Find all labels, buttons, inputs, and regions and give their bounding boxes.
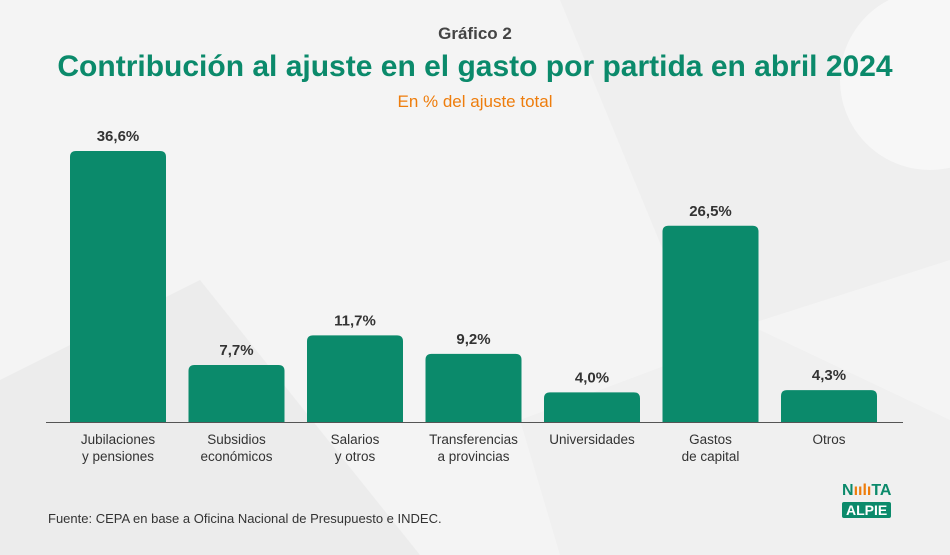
nota-al-pie-logo: NıılıTA ALPIE [842, 482, 902, 520]
value-label: 26,5% [689, 203, 732, 220]
logo-badge: ALPIE [842, 502, 892, 518]
value-label: 36,6% [97, 128, 140, 145]
category-label: Universidades [549, 432, 635, 447]
category-label-line: Salarios [331, 432, 380, 447]
chart-title: Contribución al ajuste en el gasto por p… [57, 50, 893, 83]
category-label-line: Otros [812, 432, 845, 447]
category-label-line: Universidades [549, 432, 635, 447]
value-label: 4,0% [575, 369, 609, 386]
bar-group: 11,7% Salarios y otros [307, 312, 403, 464]
bar-group: 9,2% Transferencias a provincias [425, 331, 522, 464]
value-label: 7,7% [219, 342, 253, 359]
category-label: Jubilaciones y pensiones [81, 432, 156, 464]
category-label: Transferencias a provincias [429, 432, 518, 464]
category-label-line: Transferencias [429, 432, 518, 447]
bar-group: 7,7% Subsidios económicos [188, 342, 285, 464]
category-label-line: económicos [200, 449, 272, 464]
bar [425, 353, 522, 422]
category-label: Subsidios económicos [200, 432, 272, 464]
category-label: Otros [812, 432, 845, 447]
chart-subtitle: En % del ajuste total [397, 92, 553, 111]
category-label-line: a provincias [437, 449, 509, 464]
category-label-line: de capital [682, 449, 740, 464]
bar [781, 390, 877, 422]
logo-letters-ta: TA [871, 482, 892, 499]
bar-group: 4,3% Otros [781, 367, 877, 447]
bar-group: 36,6% Jubilaciones y pensiones [70, 128, 166, 464]
bar-group: 4,0% Universidades [544, 369, 640, 447]
category-label-line: y otros [335, 449, 376, 464]
bar-group: 26,5% Gastos de capital [662, 203, 759, 464]
category-label: Gastos de capital [682, 432, 740, 464]
value-label: 11,7% [334, 312, 376, 329]
category-label: Salarios y otros [331, 432, 380, 464]
bar [544, 392, 640, 422]
logo-mark-icon: ıılı [853, 482, 872, 499]
value-label: 9,2% [456, 331, 490, 348]
bar [70, 151, 166, 422]
category-label-line: Jubilaciones [81, 432, 156, 447]
bar [662, 225, 759, 422]
value-label: 4,3% [812, 367, 846, 384]
chart-kicker: Gráfico 2 [438, 24, 512, 43]
category-label-line: y pensiones [82, 449, 154, 464]
category-label-line: Gastos [689, 432, 732, 447]
bar [188, 364, 285, 422]
bar [307, 335, 403, 422]
category-label-line: Subsidios [207, 432, 266, 447]
logo-letter-n: N [842, 482, 854, 499]
source-note: Fuente: CEPA en base a Oficina Nacional … [48, 511, 442, 526]
